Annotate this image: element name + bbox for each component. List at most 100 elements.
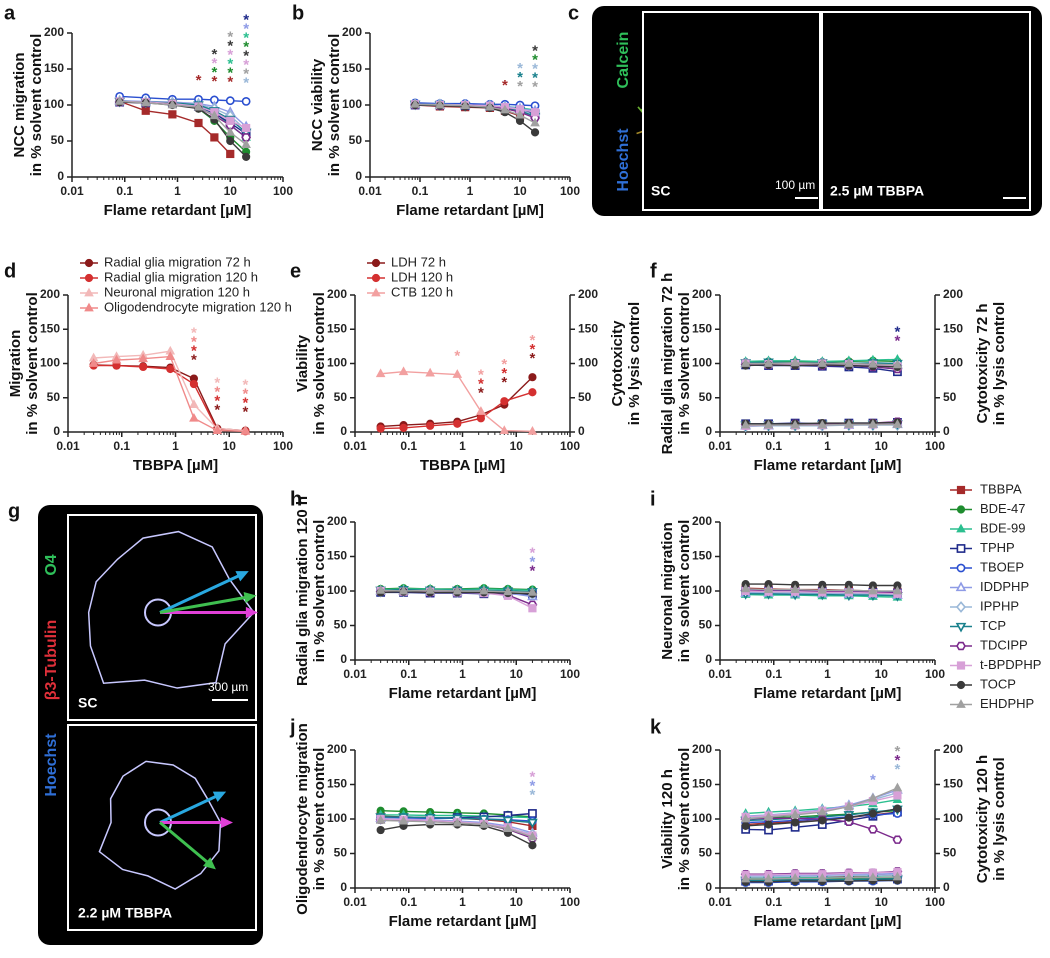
point <box>227 97 234 104</box>
y2-tick-label: 200 <box>943 287 963 301</box>
y-tick-label: 50 <box>334 390 348 404</box>
panel-label: a <box>4 2 16 24</box>
point <box>195 119 202 126</box>
condition: SC <box>78 695 97 711</box>
point <box>529 389 536 396</box>
point <box>957 602 965 611</box>
y2-tick-label: 0 <box>943 424 950 438</box>
point <box>529 810 536 817</box>
point <box>894 792 901 799</box>
significance-star: * <box>211 46 217 63</box>
point <box>190 400 198 407</box>
significance-star: * <box>243 377 249 394</box>
point <box>957 681 964 688</box>
y-tick-label: 100 <box>692 356 712 370</box>
point <box>893 836 901 843</box>
point <box>167 365 174 372</box>
significance-star: * <box>870 771 876 788</box>
legend-label: TPHP <box>980 540 1015 555</box>
x-tick-label: 0.1 <box>116 184 133 198</box>
x-tick-label: 10 <box>224 184 238 198</box>
legend-label: IPPHP <box>980 598 1019 613</box>
x-tick-label: 0.1 <box>400 895 417 909</box>
legend-label: TBOEP <box>980 559 1024 574</box>
x-tick-label: 0.1 <box>765 667 782 681</box>
y-tick-label: 150 <box>692 777 712 791</box>
significance-star: * <box>454 347 460 364</box>
y-axis-label: in % solvent control <box>311 520 328 663</box>
y-axis-label: Oligodendrocyte migration <box>294 723 311 915</box>
x-tick-label: 10 <box>510 439 524 453</box>
x-tick-label: 1 <box>467 184 474 198</box>
x-tick-label: 1 <box>459 439 466 453</box>
significance-star: * <box>895 323 901 340</box>
x-tick-label: 100 <box>925 439 945 453</box>
y-tick-label: 0 <box>705 424 712 438</box>
x-tick-label: 1 <box>174 184 181 198</box>
y2-axis-label: Cytotoxicity 120 h <box>974 755 991 883</box>
y-tick-label: 200 <box>44 25 64 39</box>
legend-label: LDH 72 h <box>391 254 446 269</box>
y2-axis-label: Cytotoxicity <box>609 320 626 407</box>
y2-tick-label: 100 <box>943 356 963 370</box>
x-tick-label: 1 <box>459 667 466 681</box>
x-tick-label: 0.01 <box>343 895 367 909</box>
y-tick-label: 0 <box>53 424 60 438</box>
x-tick-label: 10 <box>875 667 889 681</box>
x-tick-label: 100 <box>925 667 945 681</box>
y-axis-label: in % solvent control <box>311 292 328 435</box>
legend-label: Oligodendrocyte migration 120 h <box>104 299 292 314</box>
panel-label: i <box>650 488 656 510</box>
legend-label: t-BPDPHP <box>980 657 1041 672</box>
point <box>531 109 538 116</box>
significance-star: * <box>530 768 536 785</box>
image-panel <box>822 12 1030 210</box>
panel-label: d <box>4 260 16 282</box>
point <box>845 814 852 821</box>
x-axis-label: Flame retardant [µM] <box>754 457 902 474</box>
significance-star: * <box>243 11 249 28</box>
series-line <box>94 365 246 431</box>
y-axis-label: in % solvent control <box>326 34 343 177</box>
point <box>529 605 536 612</box>
significance-star: * <box>227 29 233 46</box>
y-axis-label: Viability <box>294 334 311 392</box>
significance-star: * <box>502 77 508 94</box>
x-tick-label: 0.1 <box>765 895 782 909</box>
x-tick-label: 0.1 <box>400 439 417 453</box>
point <box>894 805 901 812</box>
legend-label: Neuronal migration 120 h <box>104 284 250 299</box>
y-tick-label: 200 <box>327 514 347 528</box>
y-axis-label: Neuronal migration <box>659 522 676 660</box>
x-axis-label: TBBPA [µM] <box>420 457 505 474</box>
y-axis-label: in % solvent control <box>676 748 693 891</box>
scale-bar-label: 300 µm <box>208 680 248 694</box>
y-tick-label: 50 <box>51 133 65 147</box>
legend-label: TDCIPP <box>980 637 1028 652</box>
y-tick-label: 200 <box>692 742 712 756</box>
x-tick-label: 0.01 <box>708 667 732 681</box>
point <box>142 107 149 114</box>
y-tick-label: 150 <box>342 61 362 75</box>
point <box>893 784 901 791</box>
point <box>211 134 218 141</box>
x-tick-label: 0.1 <box>113 439 130 453</box>
y-axis-label: in % solvent control <box>676 292 693 435</box>
y-tick-label: 100 <box>327 583 347 597</box>
y2-tick-label: 0 <box>578 424 585 438</box>
legend-label: Radial glia migration 120 h <box>104 269 258 284</box>
x-tick-label: 0.01 <box>60 184 84 198</box>
y-axis-label: in % solvent control <box>28 34 45 177</box>
y-tick-label: 50 <box>699 846 713 860</box>
y-tick-label: 0 <box>705 880 712 894</box>
y-tick-label: 0 <box>340 880 347 894</box>
y-axis-label: NCC viability <box>309 58 326 151</box>
x-tick-label: 0.1 <box>765 439 782 453</box>
point <box>372 274 379 281</box>
y2-tick-label: 150 <box>578 321 598 335</box>
y-tick-label: 50 <box>334 846 348 860</box>
condition: SC <box>651 183 670 199</box>
legend-label: BDE-47 <box>980 501 1026 516</box>
y-tick-label: 150 <box>327 549 347 563</box>
